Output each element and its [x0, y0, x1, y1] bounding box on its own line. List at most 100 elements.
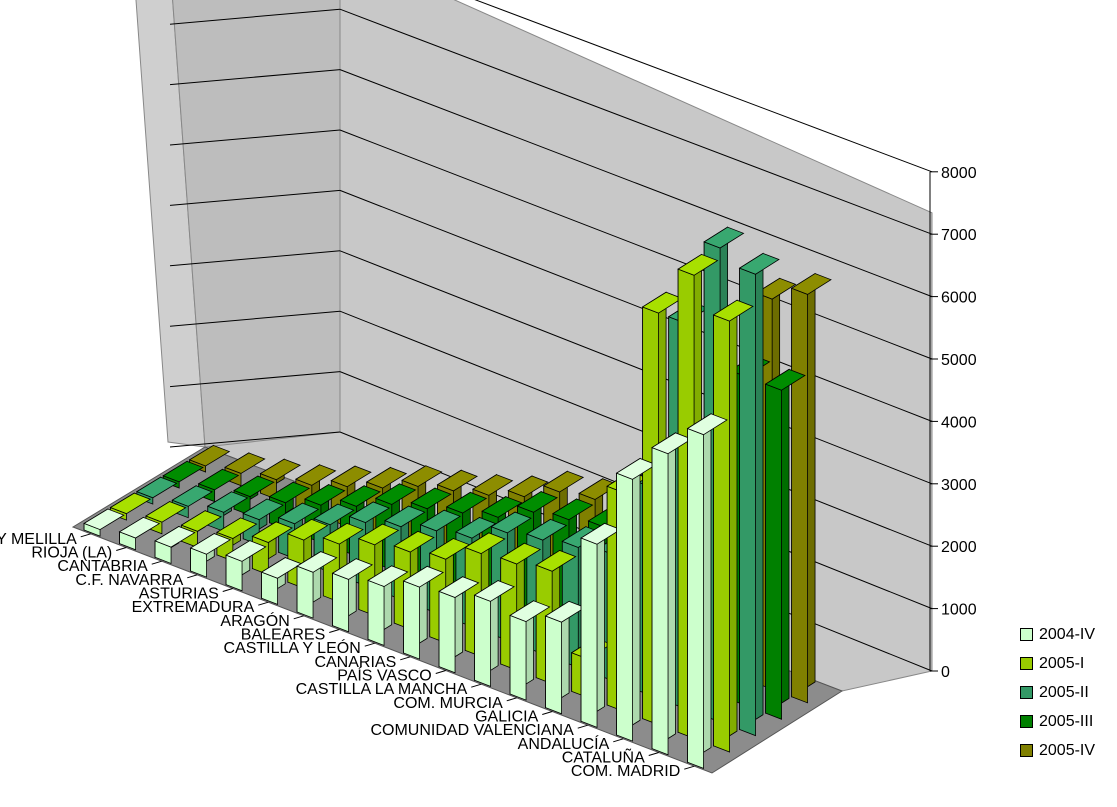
category-label: GALICIA [475, 709, 538, 726]
bar-top [677, 253, 719, 276]
bar-top [436, 469, 478, 492]
category-tick [613, 738, 624, 743]
bar-top [445, 491, 488, 514]
bar-top [109, 492, 152, 515]
bar [544, 600, 586, 715]
gridline [169, 371, 341, 388]
value-tick-label: 8000 [941, 165, 977, 182]
value-axis-labels: 0 1000 2000 3000 4000 5000 6000 7000 8000 [941, 165, 977, 681]
bar [651, 432, 693, 756]
category-label: CANTABRIA [57, 558, 148, 575]
legend-label: 2004-IV [1039, 625, 1096, 643]
category-label: COM. MURCIA [393, 695, 503, 712]
legend-swatch [1020, 744, 1033, 757]
legend-item: 2005-IV [1020, 736, 1116, 765]
legend-label: 2005-III [1039, 712, 1094, 730]
bar-front [296, 565, 314, 619]
value-tick-label: 0 [941, 664, 950, 681]
value-tick-label: 3000 [941, 477, 977, 494]
legend-item: 2005-III [1020, 707, 1116, 736]
bar-top [313, 503, 355, 526]
gridlines [169, 0, 938, 672]
category-tick [684, 765, 695, 770]
bar-top [507, 475, 549, 498]
category-tick [258, 601, 269, 606]
bar-top [224, 452, 266, 474]
category-label: BALEARES [241, 627, 325, 644]
bar [296, 550, 338, 619]
bar-top [216, 517, 258, 539]
bar-top [542, 470, 585, 493]
gridline [169, 189, 341, 206]
gridline [169, 250, 341, 267]
bar-top [703, 226, 745, 249]
category-label: CASTILLA Y LEÓN [223, 638, 360, 657]
bar-top [509, 600, 551, 623]
bar-top [294, 464, 337, 486]
bar-top [490, 511, 532, 534]
category-label: ASTURIAS [139, 586, 219, 603]
legend-item: 2005-II [1020, 678, 1116, 707]
bar-front [791, 287, 808, 704]
bar-front [509, 614, 527, 701]
bar-top [790, 273, 832, 295]
bar-top [251, 521, 293, 543]
bar-top [145, 501, 187, 523]
bar-front [580, 537, 598, 729]
bar [189, 532, 232, 578]
bar [180, 510, 223, 548]
bar-top [322, 522, 364, 545]
legend-swatch [1020, 628, 1033, 641]
category-label: RIOJA (LA) [31, 545, 112, 562]
bar-top [339, 485, 381, 507]
bar-top [764, 368, 806, 391]
bar-top [472, 474, 514, 496]
category-tick [116, 547, 127, 551]
bar-top [464, 532, 506, 555]
bar-top [225, 540, 267, 562]
bar-top [242, 498, 284, 521]
bar-front [438, 590, 456, 674]
bar-top [154, 526, 196, 548]
bar-top [135, 476, 178, 499]
category-label: COMUNIDAD VALENCIANA [370, 722, 574, 739]
bar-top [162, 460, 204, 483]
bar-top [402, 565, 445, 588]
category-label: PAÍS VASCO [337, 666, 432, 685]
bar-front [651, 447, 669, 756]
value-tick-label: 1000 [941, 602, 977, 619]
bar-top [357, 523, 400, 546]
category-label: ARAGÓN [220, 611, 289, 630]
category-label: COM. MADRID [571, 763, 680, 780]
bar-top [712, 299, 754, 322]
legend-label: 2005-I [1039, 654, 1085, 672]
bar [331, 558, 374, 633]
category-tick [151, 560, 162, 565]
bar-top [268, 481, 311, 504]
bar-top [499, 542, 542, 565]
legend-swatch [1020, 686, 1033, 699]
bar-front [367, 579, 385, 647]
bar-top [365, 467, 408, 489]
gridline [339, 129, 933, 360]
category-tick [400, 656, 411, 661]
bar-top [304, 484, 346, 506]
gridline [169, 69, 341, 86]
bar-top [348, 501, 391, 524]
bar-top [197, 468, 240, 491]
category-tick [80, 533, 91, 538]
bar-top [410, 487, 452, 510]
bars [83, 226, 832, 770]
bar-top [331, 558, 374, 580]
value-tick-label: 7000 [941, 227, 977, 244]
legend-item: 2004-IV [1020, 620, 1116, 649]
bar-top [233, 475, 275, 498]
category-label: C.F. NAVARRA [75, 572, 183, 589]
bar [712, 299, 754, 753]
bar-top [330, 465, 372, 488]
bar-top [384, 505, 426, 528]
category-tick [364, 642, 375, 647]
bar [118, 516, 161, 551]
bar [367, 565, 409, 647]
